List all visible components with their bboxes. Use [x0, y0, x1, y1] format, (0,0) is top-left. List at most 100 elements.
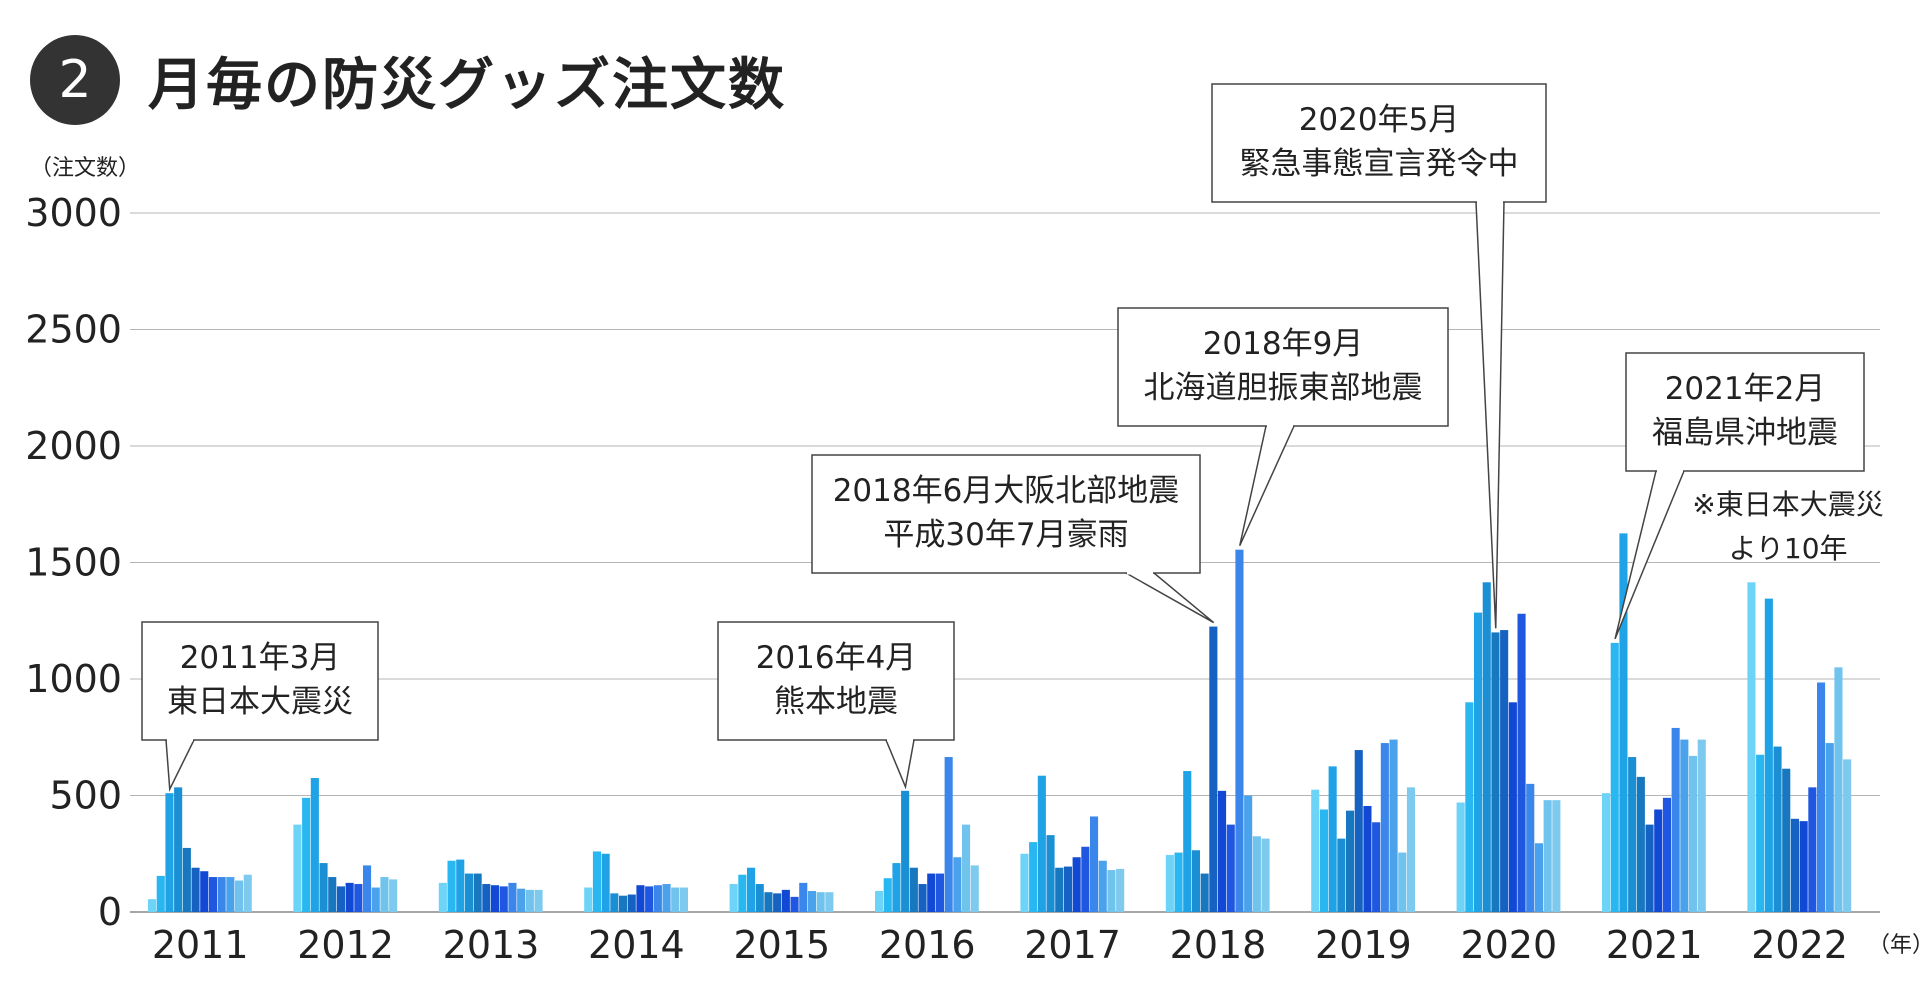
- bar: [380, 877, 389, 912]
- bar: [592, 851, 601, 912]
- bar: [328, 877, 337, 912]
- bar: [165, 793, 174, 912]
- bar: [729, 884, 738, 912]
- x-tick-label: 2014: [588, 923, 685, 967]
- callout-text: 2016年4月: [756, 640, 917, 676]
- bar: [927, 873, 936, 912]
- bar: [1328, 766, 1337, 912]
- x-tick-label: 2015: [733, 923, 830, 967]
- y-tick-label: 2000: [25, 424, 122, 468]
- bar: [1817, 682, 1826, 912]
- bar: [1252, 836, 1261, 912]
- bar: [302, 797, 311, 912]
- callout-text: 福島県沖地震: [1652, 415, 1838, 451]
- bar: [1610, 642, 1619, 912]
- x-tick-label: 2019: [1315, 923, 1412, 967]
- callout-text: 2011年3月: [180, 640, 341, 676]
- callout-text: 熊本地震: [774, 684, 898, 720]
- bar: [1029, 842, 1038, 912]
- bar: [1020, 853, 1029, 912]
- bar: [1226, 824, 1235, 912]
- bar: [1174, 852, 1183, 912]
- callout-text: 緊急事態宣言発令中: [1240, 146, 1519, 182]
- note-text: ※東日本大震災: [1692, 488, 1883, 521]
- bar: [1628, 757, 1637, 912]
- bar: [1398, 852, 1407, 912]
- y-tick-label: 1500: [25, 541, 122, 585]
- bar: [601, 853, 610, 912]
- bar: [807, 891, 816, 912]
- x-tick-label: 2021: [1606, 923, 1703, 967]
- bar: [1218, 790, 1227, 912]
- bar: [464, 873, 473, 912]
- callout-pointer: [1123, 572, 1215, 624]
- bar: [935, 873, 944, 912]
- callout-text: 2018年9月: [1203, 326, 1364, 362]
- bar: [901, 790, 910, 912]
- bar: [1482, 582, 1491, 912]
- bar: [1782, 768, 1791, 912]
- bar: [1465, 702, 1474, 912]
- y-tick-label: 3000: [25, 191, 122, 235]
- bar: [1319, 809, 1328, 912]
- bar: [1747, 582, 1756, 912]
- y-tick-label: 0: [98, 890, 122, 934]
- x-tick-label: 2017: [1024, 923, 1121, 967]
- bar: [1619, 533, 1628, 912]
- bar: [174, 787, 183, 912]
- bar: [182, 847, 191, 912]
- callout-pointer: [165, 739, 196, 792]
- bar: [1081, 846, 1090, 912]
- bar: [371, 887, 380, 912]
- bar: [1689, 755, 1698, 912]
- bar: [1491, 632, 1500, 912]
- bar: [883, 878, 892, 912]
- bar: [662, 884, 671, 912]
- bar: [235, 880, 244, 912]
- bar: [456, 859, 465, 912]
- bar: [636, 885, 645, 912]
- bar: [1671, 727, 1680, 912]
- callout-box: [141, 621, 379, 741]
- callout-text: 2021年2月: [1665, 371, 1826, 407]
- callout-text: 平成30年7月豪雨: [883, 517, 1128, 553]
- bar: [1843, 759, 1852, 912]
- bar: [1380, 743, 1389, 912]
- bar: [1543, 800, 1552, 912]
- bar: [1764, 598, 1773, 912]
- bar: [1098, 860, 1107, 912]
- bar: [1244, 795, 1253, 912]
- bar: [944, 757, 953, 912]
- bar: [345, 882, 354, 912]
- bar: [491, 885, 500, 912]
- bar: [1063, 866, 1072, 912]
- bar: [1037, 775, 1046, 912]
- callout-box: [717, 621, 955, 741]
- bar: [1090, 816, 1099, 912]
- bar: [1645, 824, 1654, 912]
- x-tick-label: 2020: [1460, 923, 1557, 967]
- bar: [1389, 739, 1398, 912]
- bar: [293, 824, 302, 912]
- callout-pointer: [1239, 425, 1296, 546]
- y-tick-label: 500: [49, 774, 122, 818]
- bar: [1474, 612, 1483, 912]
- bar: [962, 824, 971, 912]
- bar: [473, 873, 482, 912]
- bar: [918, 884, 927, 912]
- bar: [799, 882, 808, 912]
- bar: [1636, 776, 1645, 912]
- bar: [653, 885, 662, 912]
- bar: [1107, 870, 1116, 912]
- bar: [816, 892, 825, 912]
- note-text: より10年: [1728, 532, 1847, 565]
- callout-box: [1117, 307, 1449, 427]
- y-tick-label: 1000: [25, 657, 122, 701]
- bar: [1183, 771, 1192, 912]
- bar: [1372, 822, 1381, 912]
- bar: [1311, 789, 1320, 912]
- bar: [627, 894, 636, 912]
- bar: [1406, 787, 1415, 912]
- bar: [517, 888, 526, 912]
